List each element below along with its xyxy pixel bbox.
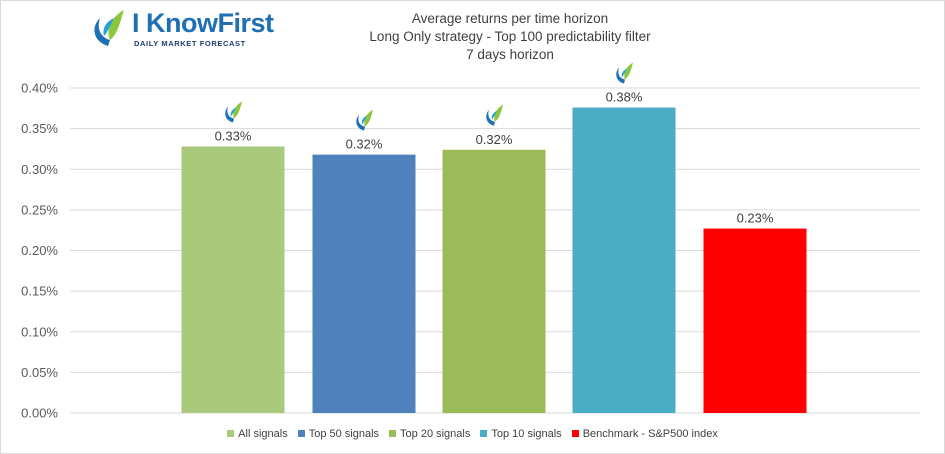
- data-label: 0.33%: [215, 129, 252, 144]
- legend-swatch: [480, 430, 488, 437]
- legend-item: Top 50 signals: [297, 428, 380, 440]
- bar: [312, 154, 416, 413]
- y-tick-label: 0.25%: [21, 202, 58, 217]
- bar: [572, 107, 676, 413]
- legend-label: All signals: [238, 428, 288, 440]
- legend-swatch: [389, 430, 397, 437]
- leaf-logo-icon: [94, 10, 124, 46]
- y-tick-label: 0.00%: [21, 406, 58, 421]
- chart-legend: All signals Top 50 signals Top 20 signals T…: [0, 428, 945, 440]
- legend-item: Top 10 signals: [480, 428, 562, 440]
- legend-label: Top 20 signals: [400, 428, 471, 440]
- legend-swatch: [227, 430, 235, 437]
- y-tick-label: 0.40%: [21, 81, 58, 96]
- bar: [442, 149, 546, 413]
- y-tick-label: 0.35%: [21, 121, 58, 136]
- y-tick-label: 0.05%: [21, 365, 58, 380]
- data-label: 0.38%: [606, 90, 643, 105]
- y-tick-label: 0.20%: [21, 243, 58, 258]
- legend-label: Top 10 signals: [491, 428, 562, 440]
- y-tick-label: 0.15%: [21, 284, 58, 299]
- company-logo: I KnowFirst DAILY MARKET FORECAST: [86, 6, 274, 52]
- chart-subtitle: Long Only strategy - Top 100 predictabil…: [369, 29, 651, 44]
- chart-title: Average returns per time horizon: [411, 11, 609, 26]
- legend-item: Top 20 signals: [389, 428, 470, 440]
- chart-subtitle-horizon: 7 days horizon: [466, 47, 554, 62]
- leaf-logo-icon: [225, 101, 242, 123]
- data-label: 0.32%: [346, 137, 383, 152]
- leaf-logo-icon: [486, 104, 503, 126]
- legend-item: Benchmark - S&P500 index: [571, 428, 718, 440]
- y-tick-label: 0.30%: [21, 162, 58, 177]
- bar: [181, 146, 285, 413]
- logo-tagline: DAILY MARKET FORECAST: [134, 39, 246, 48]
- legend-label: Benchmark - S&P500 index: [582, 428, 718, 440]
- legend-item: All signals: [227, 428, 288, 440]
- data-label: 0.32%: [476, 132, 513, 147]
- leaf-logo-icon: [616, 62, 633, 84]
- legend-label: Top 50 signals: [308, 428, 380, 440]
- legend-swatch: [571, 430, 579, 437]
- bar: [703, 228, 807, 413]
- logo-name: I KnowFirst: [132, 8, 274, 38]
- chart-titles: Average returns per time horizon Long On…: [300, 10, 720, 64]
- data-label: 0.23%: [737, 211, 774, 226]
- leaf-logo-icon: [356, 109, 373, 131]
- legend-swatch: [297, 430, 305, 437]
- y-tick-label: 0.10%: [21, 324, 58, 339]
